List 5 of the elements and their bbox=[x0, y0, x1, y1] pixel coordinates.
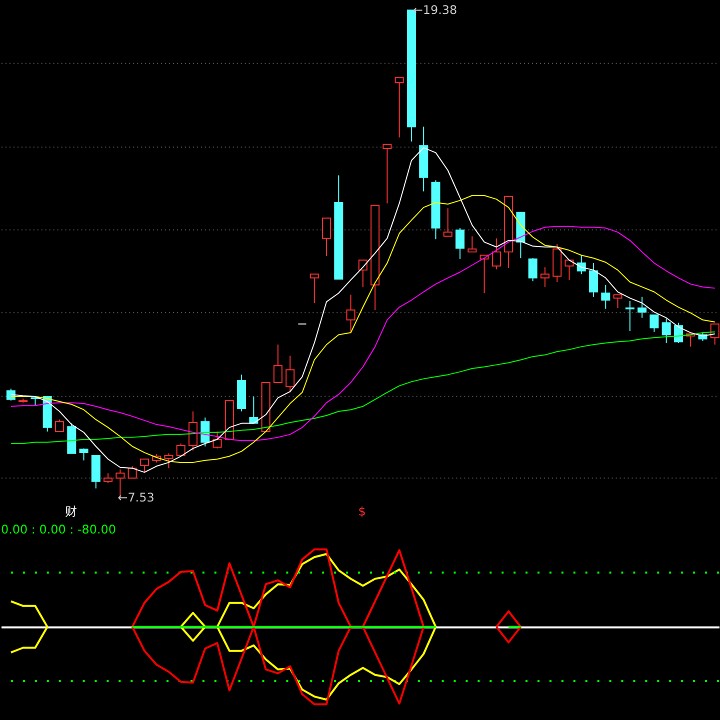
annotation: ←19.38 bbox=[412, 2, 458, 17]
annotation: ←7.53 bbox=[118, 490, 154, 505]
text: $ bbox=[358, 504, 366, 519]
text: 0.00 : 0.00 : -80.00 bbox=[0, 522, 116, 537]
text: 财 bbox=[64, 504, 77, 519]
